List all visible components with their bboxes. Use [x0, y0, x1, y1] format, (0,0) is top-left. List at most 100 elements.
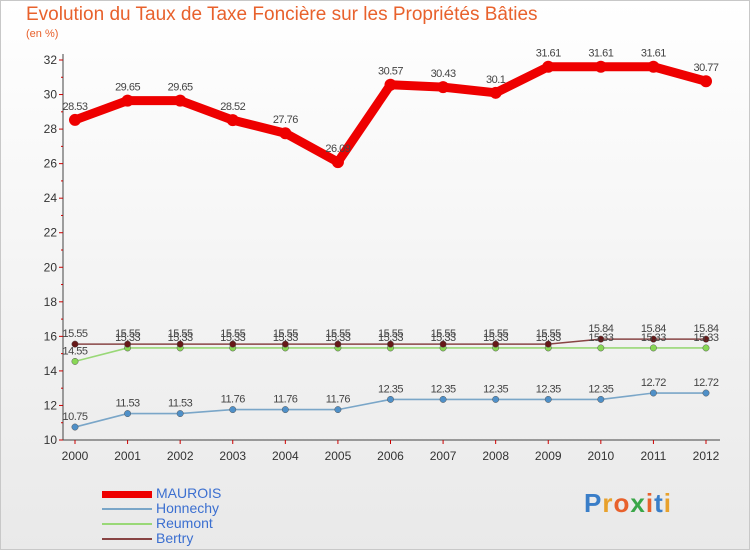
- data-point-honnechy-2002: [176, 410, 184, 418]
- data-label-maurois-2012: 30.77: [693, 62, 718, 74]
- x-tick-label-2010: 2010: [587, 449, 614, 463]
- x-tick-label-2012: 2012: [693, 449, 720, 463]
- data-point-maurois-2011: [647, 60, 660, 73]
- logo-letter: x: [630, 488, 646, 518]
- x-tick-label-2005: 2005: [325, 449, 352, 463]
- data-point-honnechy-2005: [334, 406, 342, 414]
- y-tick-label-18: 18: [44, 295, 58, 309]
- data-label-honnechy-2001: 11.53: [115, 398, 140, 410]
- y-tick-label-10: 10: [44, 433, 58, 447]
- y-tick-label-24: 24: [44, 191, 58, 205]
- y-tick-label-12: 12: [44, 398, 58, 412]
- data-label-honnechy-2003: 11.76: [221, 394, 246, 406]
- data-label-bertry-2010: 15.84: [588, 323, 613, 335]
- data-point-honnechy-2000: [71, 423, 79, 431]
- data-point-maurois-2010: [594, 60, 607, 73]
- data-label-maurois-2007: 30.43: [431, 68, 456, 80]
- data-label-bertry-2011: 15.84: [641, 323, 666, 335]
- data-point-maurois-2001: [121, 94, 134, 107]
- data-label-reumont-2005: 15.33: [325, 332, 350, 344]
- legend-label: Honnechy: [156, 500, 220, 516]
- legend-label: Bertry: [156, 530, 194, 546]
- legend-item-maurois: MAUROIS: [102, 485, 302, 502]
- data-label-reumont-2010: 15.33: [588, 332, 613, 344]
- data-point-maurois-2005: [331, 156, 344, 169]
- legend-item-reumont: Reumont: [102, 515, 302, 532]
- data-point-maurois-2003: [226, 114, 239, 127]
- data-label-bertry-2005: 15.55: [325, 328, 350, 340]
- legend-swatch: [102, 490, 152, 498]
- data-point-reumont-2012: [702, 344, 710, 352]
- logo-letter: P: [584, 488, 603, 518]
- data-point-maurois-2006: [384, 78, 397, 91]
- data-label-maurois-2009: 31.61: [536, 48, 561, 60]
- y-tick-label-22: 22: [44, 226, 58, 240]
- data-label-reumont-2004: 15.33: [273, 332, 298, 344]
- x-tick-label-2011: 2011: [641, 449, 667, 463]
- data-point-bertry-2002: [176, 340, 184, 348]
- x-tick-label-2002: 2002: [167, 449, 194, 463]
- legend-label: Reumont: [156, 515, 213, 531]
- data-label-honnechy-2010: 12.35: [588, 383, 613, 395]
- data-point-reumont-2011: [649, 344, 657, 352]
- data-point-bertry-2008: [492, 340, 500, 348]
- data-label-maurois-2006: 30.57: [378, 66, 403, 78]
- logo-letter: t: [654, 488, 664, 518]
- legend-label: MAUROIS: [156, 485, 222, 501]
- data-point-honnechy-2012: [702, 389, 710, 397]
- y-tick-label-16: 16: [44, 329, 58, 343]
- data-label-bertry-2002: 15.55: [168, 328, 193, 340]
- logo-letter: i: [663, 488, 672, 518]
- data-label-bertry-2012: 15.84: [693, 323, 718, 335]
- y-tick-label-14: 14: [44, 364, 58, 378]
- data-label-honnechy-2012: 12.72: [693, 377, 718, 389]
- data-label-maurois-2010: 31.61: [588, 48, 613, 60]
- data-point-maurois-2004: [279, 127, 292, 140]
- legend-item-bertry: Bertry: [102, 530, 302, 547]
- logo-letter: r: [602, 488, 614, 518]
- data-point-reumont-2010: [597, 344, 605, 352]
- data-label-maurois-2005: 26.09: [325, 143, 350, 155]
- data-label-honnechy-2000: 10.75: [62, 411, 87, 423]
- chart-title: Evolution du Taux de Taxe Foncière sur l…: [26, 4, 538, 25]
- data-label-reumont-2006: 15.33: [378, 332, 403, 344]
- data-label-bertry-2004: 15.55: [273, 328, 298, 340]
- data-point-honnechy-2010: [597, 395, 605, 403]
- data-point-maurois-2002: [174, 94, 187, 107]
- data-label-bertry-2000: 15.55: [62, 328, 87, 340]
- data-point-honnechy-2009: [544, 395, 552, 403]
- data-point-maurois-2009: [542, 60, 555, 73]
- data-label-maurois-2002: 29.65: [168, 82, 193, 94]
- x-tick-label-2007: 2007: [430, 449, 457, 463]
- y-tick-label-28: 28: [44, 122, 58, 136]
- data-label-reumont-2003: 15.33: [220, 332, 245, 344]
- data-label-maurois-2003: 28.52: [220, 101, 245, 113]
- legend-swatch: [102, 538, 152, 540]
- data-label-honnechy-2004: 11.76: [273, 394, 298, 406]
- y-tick-label-26: 26: [44, 157, 58, 171]
- data-point-bertry-2007: [439, 340, 447, 348]
- data-label-reumont-2001: 15.33: [115, 332, 140, 344]
- data-point-bertry-2005: [334, 340, 342, 348]
- data-label-maurois-2004: 27.76: [273, 114, 298, 126]
- data-point-bertry-2001: [124, 340, 132, 348]
- data-label-maurois-2008: 30.1: [486, 74, 506, 86]
- data-label-bertry-2008: 15.55: [483, 328, 508, 340]
- data-label-bertry-2003: 15.55: [220, 328, 245, 340]
- data-point-bertry-2004: [281, 340, 289, 348]
- data-label-honnechy-2005: 11.76: [326, 394, 351, 406]
- data-point-honnechy-2007: [439, 395, 447, 403]
- data-point-bertry-2003: [229, 340, 237, 348]
- data-label-honnechy-2007: 12.35: [431, 383, 456, 395]
- data-label-reumont-2011: 15.33: [641, 332, 666, 344]
- data-label-bertry-2006: 15.55: [378, 328, 403, 340]
- data-label-reumont-2008: 15.33: [483, 332, 508, 344]
- data-label-bertry-2001: 15.55: [115, 328, 140, 340]
- legend-item-honnechy: Honnechy: [102, 500, 302, 517]
- x-tick-label-2004: 2004: [272, 449, 299, 463]
- chart-subtitle: (en %): [26, 28, 59, 40]
- data-label-maurois-2001: 29.65: [115, 82, 140, 94]
- data-label-bertry-2007: 15.55: [431, 328, 456, 340]
- data-point-honnechy-2011: [649, 389, 657, 397]
